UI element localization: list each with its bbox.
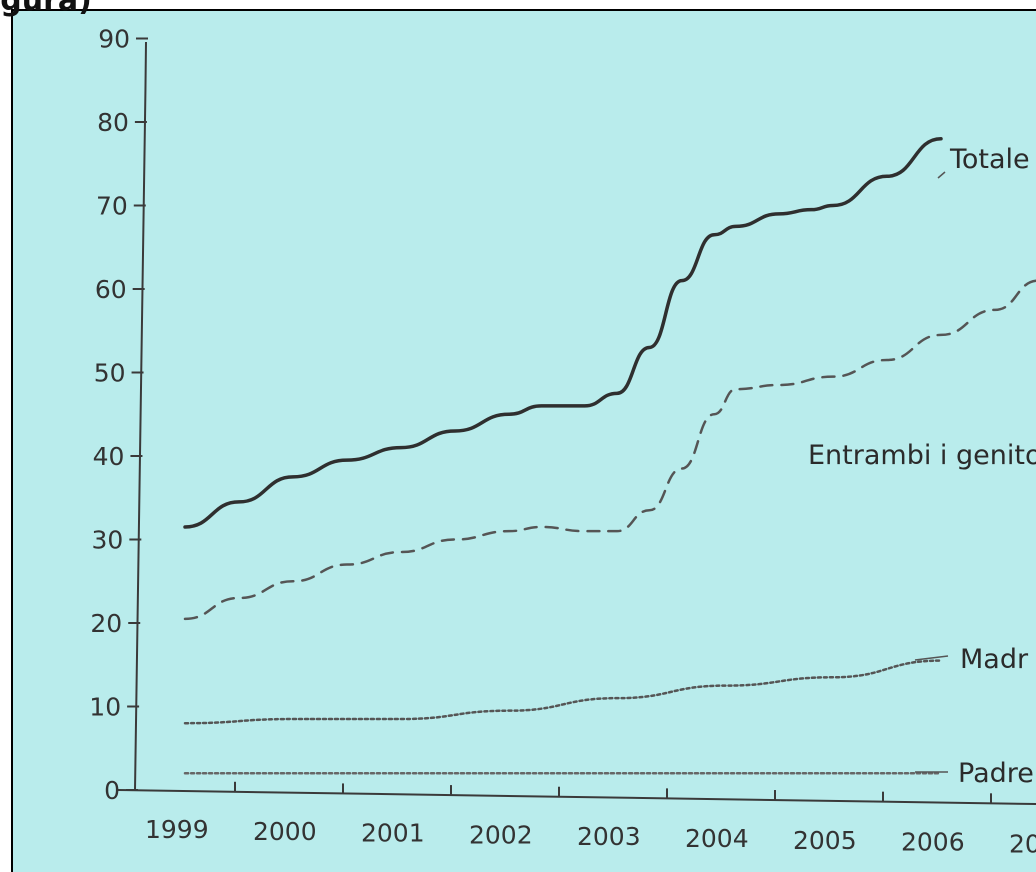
series-label-totale: Totale: [949, 144, 1030, 175]
y-tick-label: 20: [90, 609, 122, 638]
x-tick-label: 2005: [793, 826, 857, 855]
y-tick-label: 60: [95, 275, 127, 304]
series-layer: [183, 136, 1036, 775]
series-label-entrambi-i-genitori: Entrambi i genito: [808, 440, 1036, 471]
x-tick-label: 2006: [901, 828, 965, 857]
chart-background: [11, 9, 1036, 872]
x-tick-label: 2001: [361, 819, 425, 848]
series-label-padri: Padre: [958, 758, 1034, 789]
y-tick-label: 50: [94, 359, 126, 388]
x-axis-line: [117, 789, 1036, 805]
x-tick-label: 2002: [469, 820, 533, 849]
series-line-entrambi-i-genitori: [183, 279, 1036, 621]
y-axis-line: [134, 41, 147, 791]
series-labels: Totale Entrambi i genito Madr Padre: [808, 144, 1036, 789]
series-label-leader: [937, 171, 946, 179]
x-tick-label: 2003: [577, 822, 641, 851]
x-tick-label: 2007: [1009, 829, 1036, 858]
clipped-heading: igura): [0, 0, 92, 18]
y-tick-label: 80: [97, 108, 129, 137]
y-tick-label: 30: [92, 526, 124, 555]
axes: 0 10 20 30 40 50 60 70 80 90 1999 2000 2001 2002 2003 2…: [89, 25, 1036, 858]
x-tick-label: 2004: [685, 824, 749, 853]
series-line-totale: [183, 136, 943, 529]
x-tick-label: 1999: [145, 815, 209, 844]
y-tick-label: 70: [96, 192, 128, 221]
y-tick-label: 90: [98, 25, 130, 54]
x-tick-label: 2000: [253, 817, 317, 846]
y-tick-label: 40: [93, 442, 125, 471]
series-label-leader: [914, 655, 949, 661]
series-label-madri: Madr: [960, 644, 1029, 675]
y-tick-label: 0: [104, 776, 120, 805]
series-line-madri: [183, 659, 943, 725]
y-tick-label: 10: [89, 693, 121, 722]
